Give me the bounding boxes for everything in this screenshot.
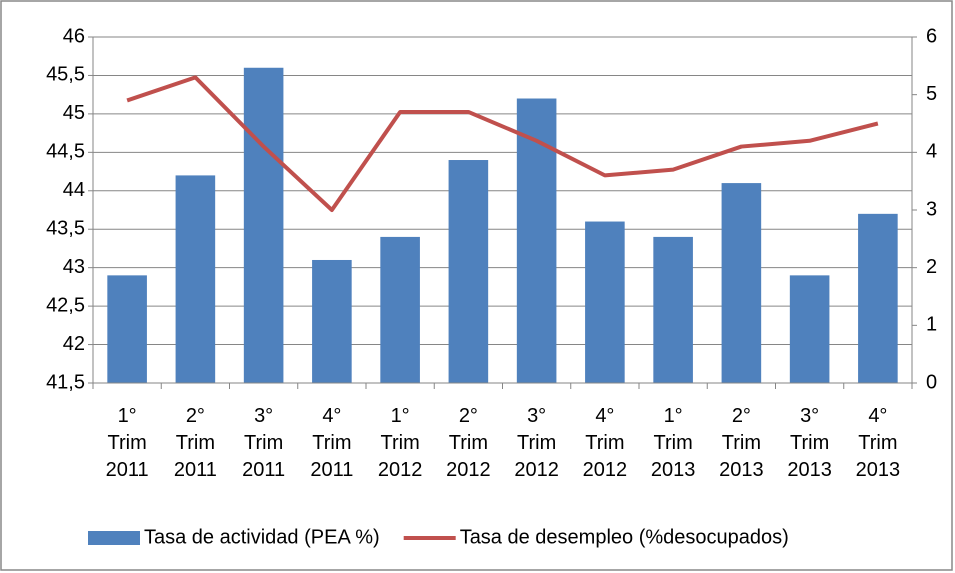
y2-tick-label: 0 xyxy=(926,371,937,393)
legend-label: Tasa de desempleo (%desocupados) xyxy=(460,526,789,548)
y-tick-label: 44 xyxy=(63,179,85,201)
x-tick-label: 3° Trim 2013 xyxy=(787,405,832,481)
bar xyxy=(448,160,489,383)
bar xyxy=(175,175,216,383)
bar xyxy=(585,221,625,383)
bar xyxy=(858,213,898,383)
x-tick-label: 3° Trim 2012 xyxy=(514,405,559,481)
y-tick-label: 43,5 xyxy=(46,218,85,240)
x-tick-label: 2° Trim 2013 xyxy=(719,405,764,481)
x-tick-label: 3° Trim 2011 xyxy=(242,405,286,481)
y2-tick-label: 2 xyxy=(926,256,937,278)
x-tick-label: 1° Trim 2011 xyxy=(105,405,149,481)
y-tick-label: 44,5 xyxy=(46,141,85,163)
legend-swatch xyxy=(88,531,140,545)
y-tick-label: 46 xyxy=(63,25,85,47)
bar xyxy=(243,67,284,383)
x-tick-label: 1° Trim 2012 xyxy=(377,405,423,481)
y2-tick-label: 4 xyxy=(926,141,937,163)
bar xyxy=(107,275,147,383)
x-tick-label: 4° Trim 2011 xyxy=(310,405,354,481)
y2-tick-label: 5 xyxy=(926,83,937,105)
x-tick-label: 1° Trim 2013 xyxy=(650,405,696,481)
bar xyxy=(312,259,352,383)
y2-tick-label: 1 xyxy=(926,314,937,336)
bar xyxy=(653,236,693,383)
y-tick-label: 43 xyxy=(63,256,85,278)
y-tick-label: 42 xyxy=(63,333,85,355)
bar xyxy=(789,275,830,383)
x-tick-label: 4° Trim 2012 xyxy=(582,405,628,481)
x-tick-label: 2° Trim 2011 xyxy=(173,405,217,481)
y2-tick-label: 6 xyxy=(926,25,937,47)
y-tick-label: 42,5 xyxy=(46,294,85,316)
x-tick-label: 2° Trim 2012 xyxy=(446,405,491,481)
x-tick-label: 4° Trim 2013 xyxy=(855,405,901,481)
y-tick-label: 45 xyxy=(63,102,85,124)
legend-label: Tasa de actividad (PEA %) xyxy=(144,526,380,548)
y2-tick-label: 3 xyxy=(926,198,937,220)
bar xyxy=(380,236,420,383)
line xyxy=(126,75,879,212)
bar xyxy=(721,183,762,383)
y-tick-label: 45,5 xyxy=(46,64,85,86)
y-tick-label: 41,5 xyxy=(46,371,85,393)
